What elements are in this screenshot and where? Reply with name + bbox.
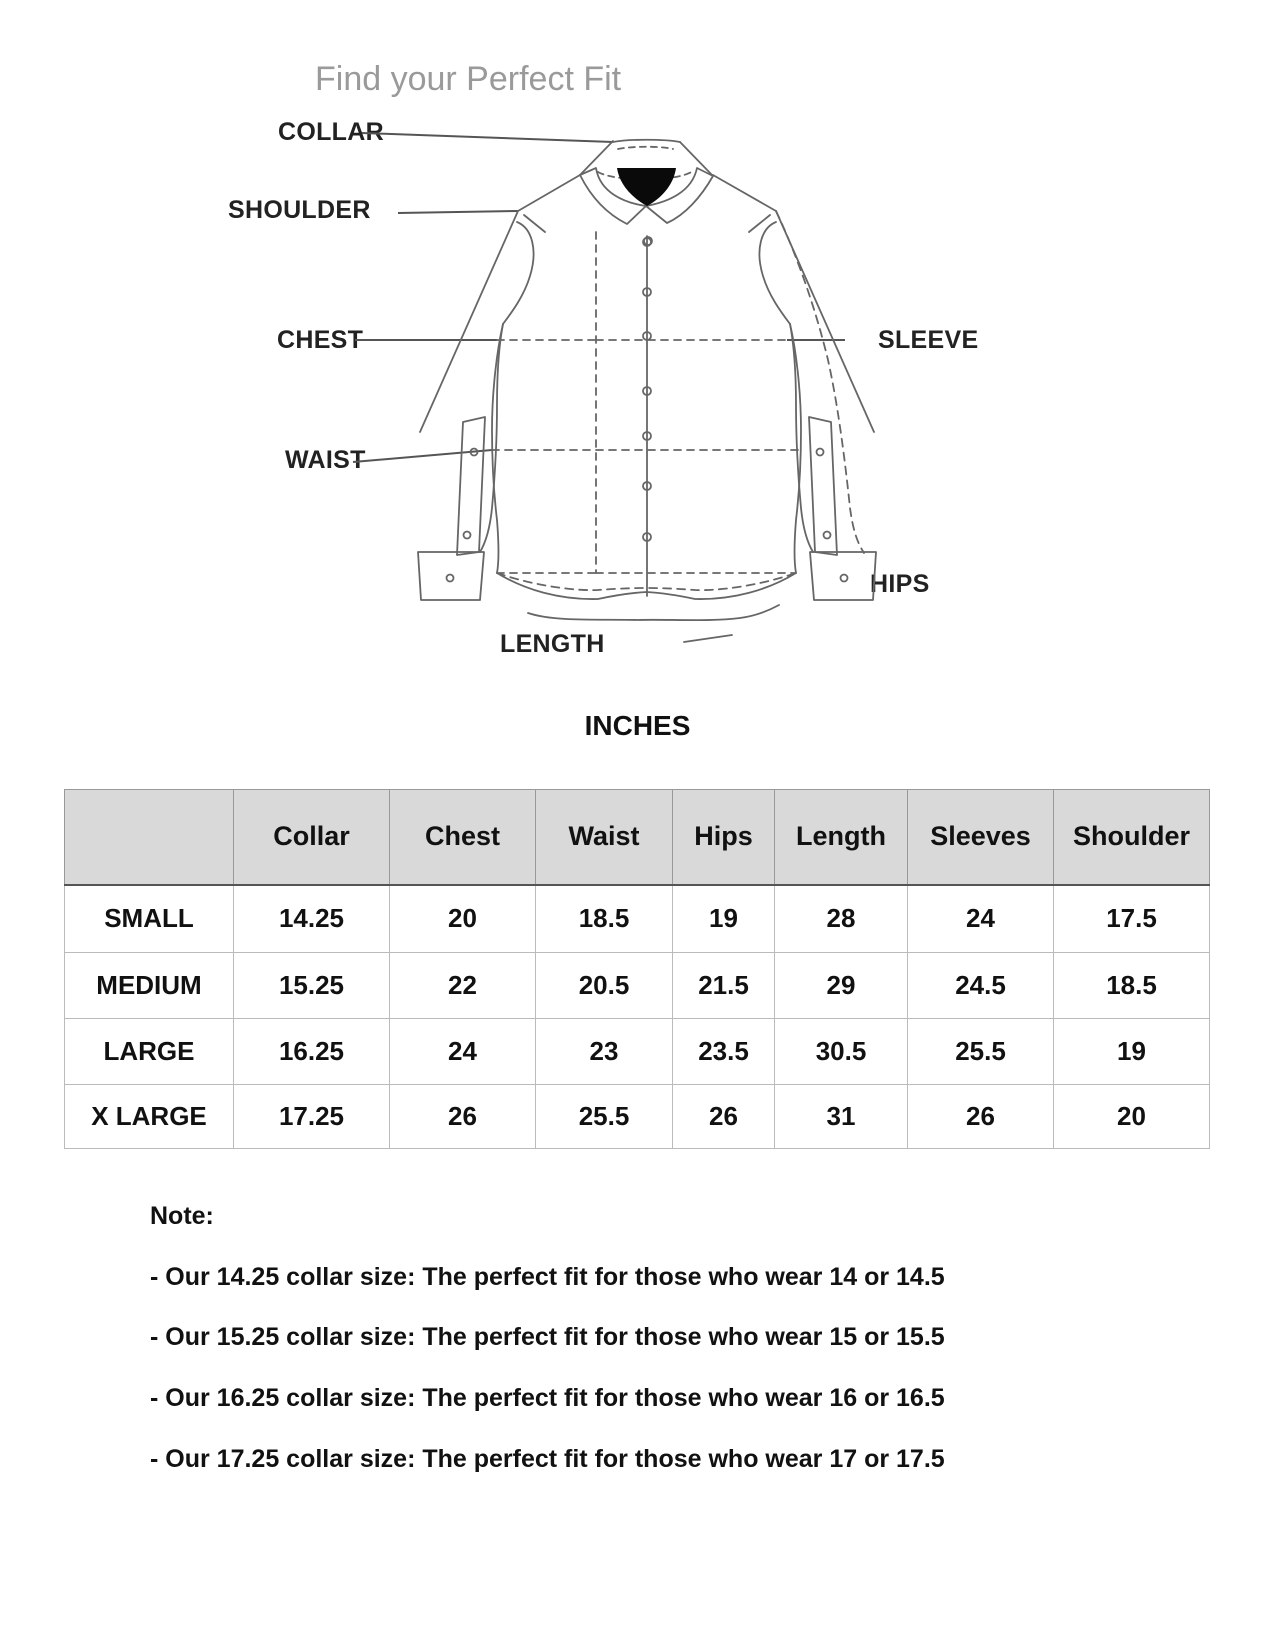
svg-text:LENGTH: LENGTH [500,630,605,658]
svg-text:WAIST: WAIST [285,446,366,474]
svg-text:SHOULDER: SHOULDER [228,196,371,224]
svg-text:SLEEVE: SLEEVE [878,326,978,354]
svg-text:COLLAR: COLLAR [278,118,384,146]
svg-text:HIPS: HIPS [870,570,930,598]
svg-text:CHEST: CHEST [277,326,363,354]
